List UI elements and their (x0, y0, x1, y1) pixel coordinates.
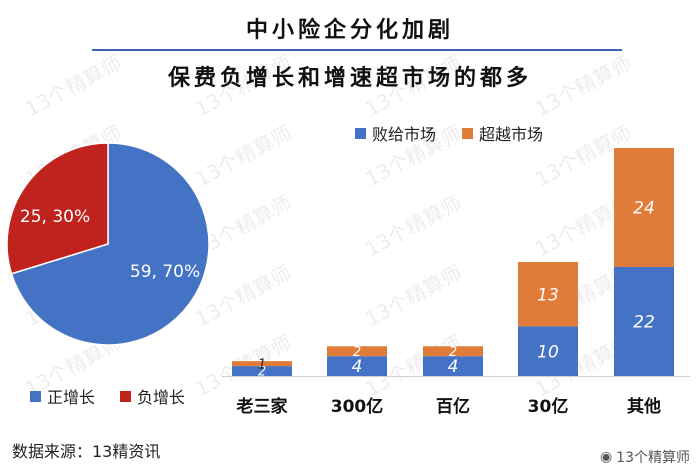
legend-swatch-series2 (462, 127, 473, 139)
title-rule (92, 49, 622, 51)
bar-lose-to-market (423, 356, 483, 376)
bar-beat-market (614, 148, 674, 267)
pie-legend-negative: 负增长 (120, 384, 185, 408)
bar-lose-to-market (518, 326, 578, 376)
bar-beat-market (232, 361, 292, 367)
bar-data-label: 2 (449, 345, 457, 360)
bar-data-label: 4 (448, 357, 459, 377)
bar-data-label: 2 (353, 345, 361, 360)
bar-data-label: 2 (258, 365, 266, 380)
weibo-watermark: ◉ 13个精算师 (600, 447, 690, 467)
x-tick-label: 300亿 (331, 396, 384, 417)
x-tick-label: 30亿 (528, 396, 569, 417)
bar-lose-to-market (232, 366, 292, 376)
bar-beat-market (518, 262, 578, 327)
pie-data-label: 59, 70% (130, 262, 200, 282)
chart-title: 中小险企分化加剧 (245, 18, 454, 43)
legend-label-positive: 正增长 (47, 388, 96, 407)
bar-beat-market (327, 346, 387, 357)
pie-slice-positive (10, 142, 210, 346)
chart-subtitle: 保费负增长和增速超市场的都多 (167, 66, 532, 91)
x-tick-label: 百亿 (436, 396, 470, 417)
legend-swatch-negative (120, 390, 131, 402)
legend-swatch-positive (30, 390, 41, 402)
bar-data-label: 22 (633, 313, 655, 333)
legend-label-series1: 败给市场 (372, 125, 437, 144)
bar-beat-market (423, 346, 483, 357)
legend-label-series2: 超越市场 (479, 125, 544, 144)
data-source-note: 数据来源：13精资讯 (12, 442, 161, 461)
bar-data-label: 13 (537, 285, 559, 305)
bar-lose-to-market (614, 266, 674, 376)
bar-lose-to-market (327, 356, 387, 376)
pie-legend-positive: 正增长 (30, 384, 95, 408)
x-tick-label: 老三家 (236, 396, 288, 417)
bar-data-label: 4 (352, 357, 363, 377)
pie-slice-negative (6, 142, 109, 275)
legend-label-negative: 负增长 (137, 388, 186, 407)
pie-data-label: 25, 30% (20, 207, 90, 227)
bar-data-label: 1 (258, 357, 266, 372)
bar-data-label: 10 (537, 342, 559, 362)
x-tick-label: 其他 (627, 396, 661, 417)
bar-legend-series2: 超越市场 (462, 121, 543, 145)
weibo-handle: 13个精算师 (616, 450, 690, 466)
weibo-icon: ◉ (599, 449, 613, 465)
legend-swatch-series1 (355, 127, 366, 139)
bar-data-label: 24 (633, 199, 655, 219)
bar-legend-series1: 败给市场 (355, 121, 436, 145)
